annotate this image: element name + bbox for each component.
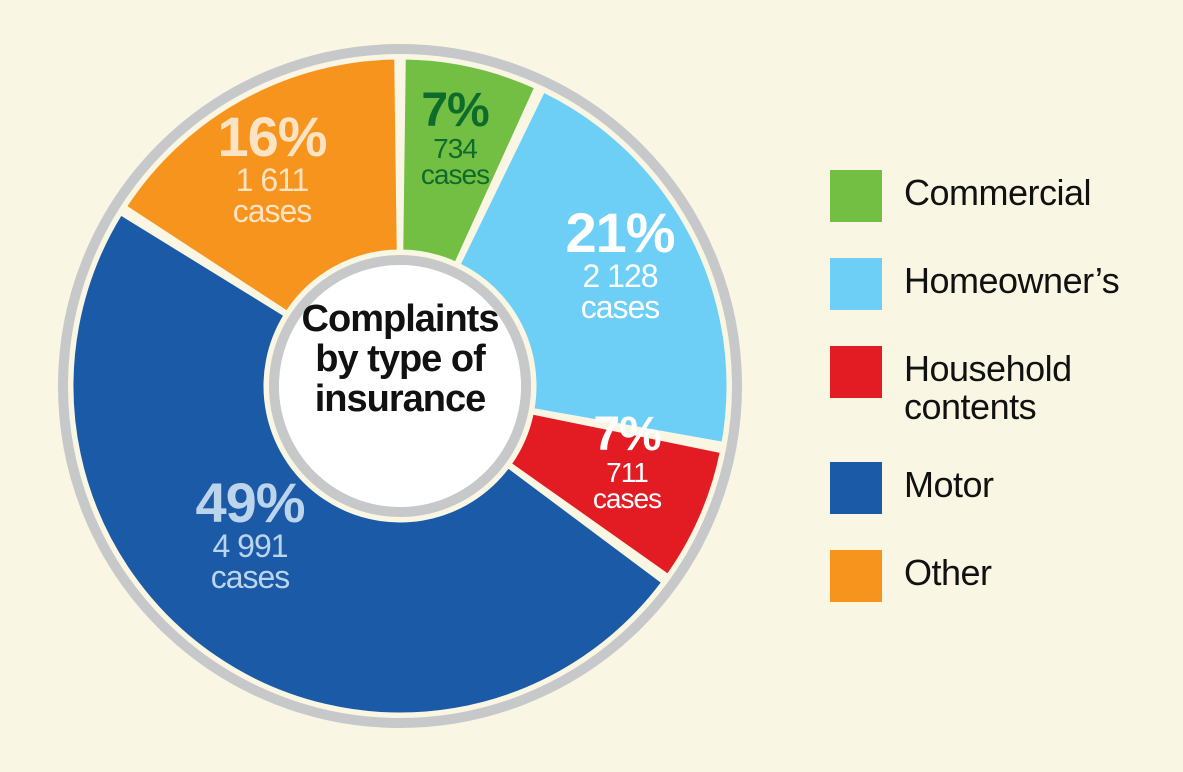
slice-percent: 7% [572, 412, 682, 458]
slice-label-homeowners: 21%2 128cases [540, 206, 700, 322]
legend-swatch [830, 550, 882, 602]
slice-percent: 49% [170, 476, 330, 529]
legend-label: Other [904, 550, 992, 592]
slice-cases-word: cases [572, 486, 682, 513]
slice-cases-word: cases [170, 562, 330, 592]
legend-swatch [830, 462, 882, 514]
legend-label: Commercial [904, 170, 1091, 212]
slice-cases-count: 1 611 [192, 165, 352, 195]
slice-cases-count: 4 991 [170, 531, 330, 561]
legend-item-motor: Motor [830, 462, 1119, 514]
slice-cases-count: 711 [572, 460, 682, 487]
legend-label: Homeowner’s [904, 258, 1119, 300]
slice-percent: 7% [400, 88, 510, 134]
slice-label-other: 16%1 611cases [192, 110, 352, 226]
legend-swatch [830, 346, 882, 398]
slice-percent: 21% [540, 206, 700, 259]
slice-percent: 16% [192, 110, 352, 163]
legend-item-household: Householdcontents [830, 346, 1119, 426]
chart-legend: Commercial Homeowner’s Householdcontents Mo… [830, 170, 1119, 638]
legend-swatch [830, 258, 882, 310]
slice-label-commercial: 7%734cases [400, 88, 510, 189]
legend-item-commercial: Commercial [830, 170, 1119, 222]
legend-swatch [830, 170, 882, 222]
legend-label: Motor [904, 462, 994, 504]
legend-label: Householdcontents [904, 346, 1072, 426]
slice-cases-count: 2 128 [540, 261, 700, 291]
slice-label-household: 7%711cases [572, 412, 682, 513]
chart-center-title: Complaints by type of insurance [270, 300, 530, 420]
slice-label-motor: 49%4 991cases [170, 476, 330, 592]
center-title-line: Complaints [302, 298, 499, 340]
center-title-line: insurance [315, 378, 486, 420]
legend-item-other: Other [830, 550, 1119, 602]
slice-cases-count: 734 [400, 136, 510, 163]
legend-item-homeowners: Homeowner’s [830, 258, 1119, 310]
slice-cases-word: cases [192, 196, 352, 226]
center-title-line: by type of [315, 338, 484, 380]
slice-cases-word: cases [400, 162, 510, 189]
slice-cases-word: cases [540, 292, 700, 322]
